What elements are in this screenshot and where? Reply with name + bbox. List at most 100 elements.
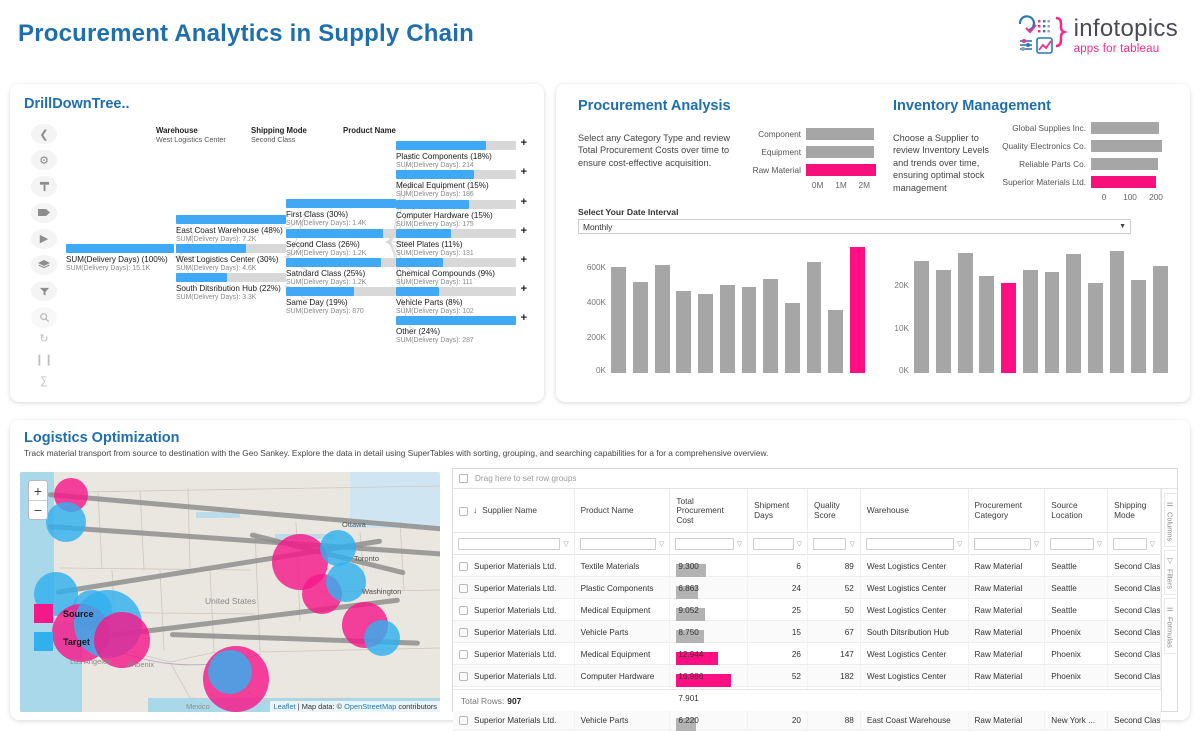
- date-interval-select[interactable]: Monthly ▼: [578, 219, 1131, 234]
- cell-procurement-category[interactable]: Raw Material: [969, 643, 1046, 665]
- supertable[interactable]: Drag here to set row groups ↓ Supplier N…: [452, 468, 1178, 712]
- bar[interactable]: [1153, 266, 1168, 373]
- bar[interactable]: [1131, 280, 1146, 373]
- side-tab-formulas[interactable]: ⚌ Formulas: [1164, 598, 1176, 654]
- play-icon[interactable]: ▶: [31, 229, 57, 249]
- row-checkbox[interactable]: [459, 562, 468, 571]
- select-all-checkbox[interactable]: [459, 507, 468, 516]
- filter-icon[interactable]: ▽: [797, 540, 802, 548]
- column-header-quality-score[interactable]: Quality Score: [808, 489, 861, 533]
- cell-product-name[interactable]: Medical Equipment: [575, 643, 671, 665]
- cell-quality-score[interactable]: 52: [808, 577, 861, 599]
- filter-icon[interactable]: ▽: [737, 540, 742, 548]
- drilldown-tree-canvas[interactable]: Warehouse West Logistics Center Shipping…: [66, 124, 538, 396]
- cell-procurement-category[interactable]: Raw Material: [969, 709, 1046, 731]
- expand-icon[interactable]: +: [521, 314, 527, 323]
- cell-product-name[interactable]: Textile Materials: [575, 555, 671, 577]
- leaflet-link[interactable]: Leaflet: [273, 702, 295, 711]
- cell-warehouse[interactable]: West Logistics Center: [861, 555, 969, 577]
- supplier-bar[interactable]: [1091, 158, 1158, 170]
- supplier-bar[interactable]: [1091, 122, 1159, 134]
- chevron-down-icon[interactable]: ▼: [1119, 223, 1126, 230]
- cell-source-location[interactable]: Phoenix: [1045, 643, 1108, 665]
- bar[interactable]: [979, 276, 994, 373]
- table-row[interactable]: Superior Materials Ltd.Computer Hardware…: [453, 665, 1161, 687]
- supplier-bar[interactable]: [1091, 140, 1162, 152]
- tree-icon[interactable]: [31, 176, 57, 196]
- cell-supplier-name[interactable]: Superior Materials Ltd.: [453, 555, 575, 577]
- row-checkbox[interactable]: [459, 672, 468, 681]
- supertable-side-panel[interactable]: ⚌ Columns ▽ Filters ⚌ Formulas: [1161, 489, 1177, 711]
- category-bar-row[interactable]: Raw Material: [736, 162, 876, 177]
- filter-icon[interactable]: ▽: [659, 540, 664, 548]
- sort-asc-icon[interactable]: ↓: [473, 506, 477, 516]
- cell-product-name[interactable]: Vehicle Parts: [575, 621, 671, 643]
- bar[interactable]: [655, 265, 670, 373]
- filter-cell-procurement-category[interactable]: ▽: [969, 533, 1046, 555]
- cell-supplier-name[interactable]: Superior Materials Ltd.: [453, 643, 575, 665]
- tree-node-warehouse[interactable]: East Coast Warehouse (48%) SUM(Delivery …: [176, 215, 286, 243]
- map-bubble-target[interactable]: [320, 530, 356, 566]
- map-bubble-target[interactable]: [326, 562, 366, 602]
- cell-shipment-days[interactable]: 20: [748, 709, 808, 731]
- expand-icon[interactable]: +: [521, 198, 527, 207]
- cell-quality-score[interactable]: 182: [808, 665, 861, 687]
- expand-icon[interactable]: +: [521, 256, 527, 265]
- cell-total-procurement-cost[interactable]: 6.863: [670, 577, 748, 599]
- filter-input[interactable]: [580, 538, 656, 550]
- tree-node-warehouse[interactable]: West Logistics Center (30%) SUM(Delivery…: [176, 244, 286, 272]
- filter-icon[interactable]: [31, 281, 57, 301]
- bar[interactable]: [1088, 283, 1103, 373]
- tree-node-product[interactable]: + Plastic Components (18%) SUM(Delivery …: [396, 141, 516, 169]
- cell-total-procurement-cost[interactable]: 12.944: [670, 643, 748, 665]
- filter-input[interactable]: [1050, 538, 1093, 550]
- layers-icon[interactable]: [31, 255, 57, 275]
- tree-node-shipping-mode[interactable]: First Class (30%) SUM(Delivery Days): 1.…: [286, 199, 396, 227]
- filter-input[interactable]: [458, 538, 560, 550]
- cell-procurement-category[interactable]: Raw Material: [969, 665, 1046, 687]
- openstreetmap-link[interactable]: OpenStreetMap: [344, 702, 396, 711]
- table-row[interactable]: Superior Materials Ltd.Medical Equipment…: [453, 643, 1161, 665]
- category-bar-selected[interactable]: [806, 164, 876, 176]
- bar[interactable]: [1110, 251, 1125, 373]
- bar[interactable]: [676, 291, 691, 373]
- zoom-out-button[interactable]: −: [29, 500, 47, 519]
- table-row[interactable]: Superior Materials Ltd.Textile Materials…: [453, 555, 1161, 577]
- cell-warehouse[interactable]: East Coast Warehouse: [861, 709, 969, 731]
- cell-shipping-mode[interactable]: Second Class: [1108, 555, 1161, 577]
- cell-warehouse[interactable]: West Logistics Center: [861, 643, 969, 665]
- column-header-product-name[interactable]: Product Name: [575, 489, 671, 533]
- row-checkbox[interactable]: [459, 628, 468, 637]
- column-header-source-location[interactable]: Source Location: [1045, 489, 1108, 533]
- category-bar[interactable]: [806, 128, 874, 140]
- cell-shipping-mode[interactable]: Second Class: [1108, 621, 1161, 643]
- cell-total-procurement-cost[interactable]: 16.986: [670, 665, 748, 687]
- expand-icon[interactable]: +: [521, 139, 527, 148]
- row-checkbox[interactable]: [459, 650, 468, 659]
- map-bubble-target[interactable]: [364, 620, 400, 656]
- procurement-cost-chart[interactable]: 200K 400K 600K 0K: [578, 247, 868, 387]
- filter-cell-total-procurement-cost[interactable]: ▽: [670, 533, 748, 555]
- inventory-level-chart[interactable]: 20K 10K 0K: [881, 247, 1171, 387]
- tree-node-product[interactable]: + Medical Equipment (15%) SUM(Delivery D…: [396, 170, 516, 198]
- cell-shipping-mode[interactable]: Second Class: [1108, 599, 1161, 621]
- cell-supplier-name[interactable]: Superior Materials Ltd.: [453, 665, 575, 687]
- cell-supplier-name[interactable]: Superior Materials Ltd.: [453, 599, 575, 621]
- cell-shipment-days[interactable]: 52: [748, 665, 808, 687]
- chevron-left-icon[interactable]: ❮: [31, 124, 57, 144]
- filter-input[interactable]: [1113, 538, 1146, 550]
- pause-icon[interactable]: ❙❙: [31, 350, 57, 370]
- expand-icon[interactable]: +: [521, 285, 527, 294]
- supplier-bar-row[interactable]: Superior Materials Ltd.: [986, 174, 1176, 189]
- row-group-dropzone[interactable]: Drag here to set row groups: [453, 469, 1177, 489]
- cell-quality-score[interactable]: 88: [808, 709, 861, 731]
- column-header-shipping-mode[interactable]: Shipping Mode: [1108, 489, 1161, 533]
- expand-icon[interactable]: +: [521, 168, 527, 177]
- bar[interactable]: [720, 285, 735, 373]
- cell-quality-score[interactable]: 67: [808, 621, 861, 643]
- filter-cell-supplier-name[interactable]: ▽: [453, 533, 575, 555]
- cell-total-procurement-cost[interactable]: 6.220: [670, 709, 748, 731]
- supertable-body[interactable]: ↓ Supplier Name Product Name Total Procu…: [453, 489, 1161, 711]
- cell-shipping-mode[interactable]: Second Class: [1108, 665, 1161, 687]
